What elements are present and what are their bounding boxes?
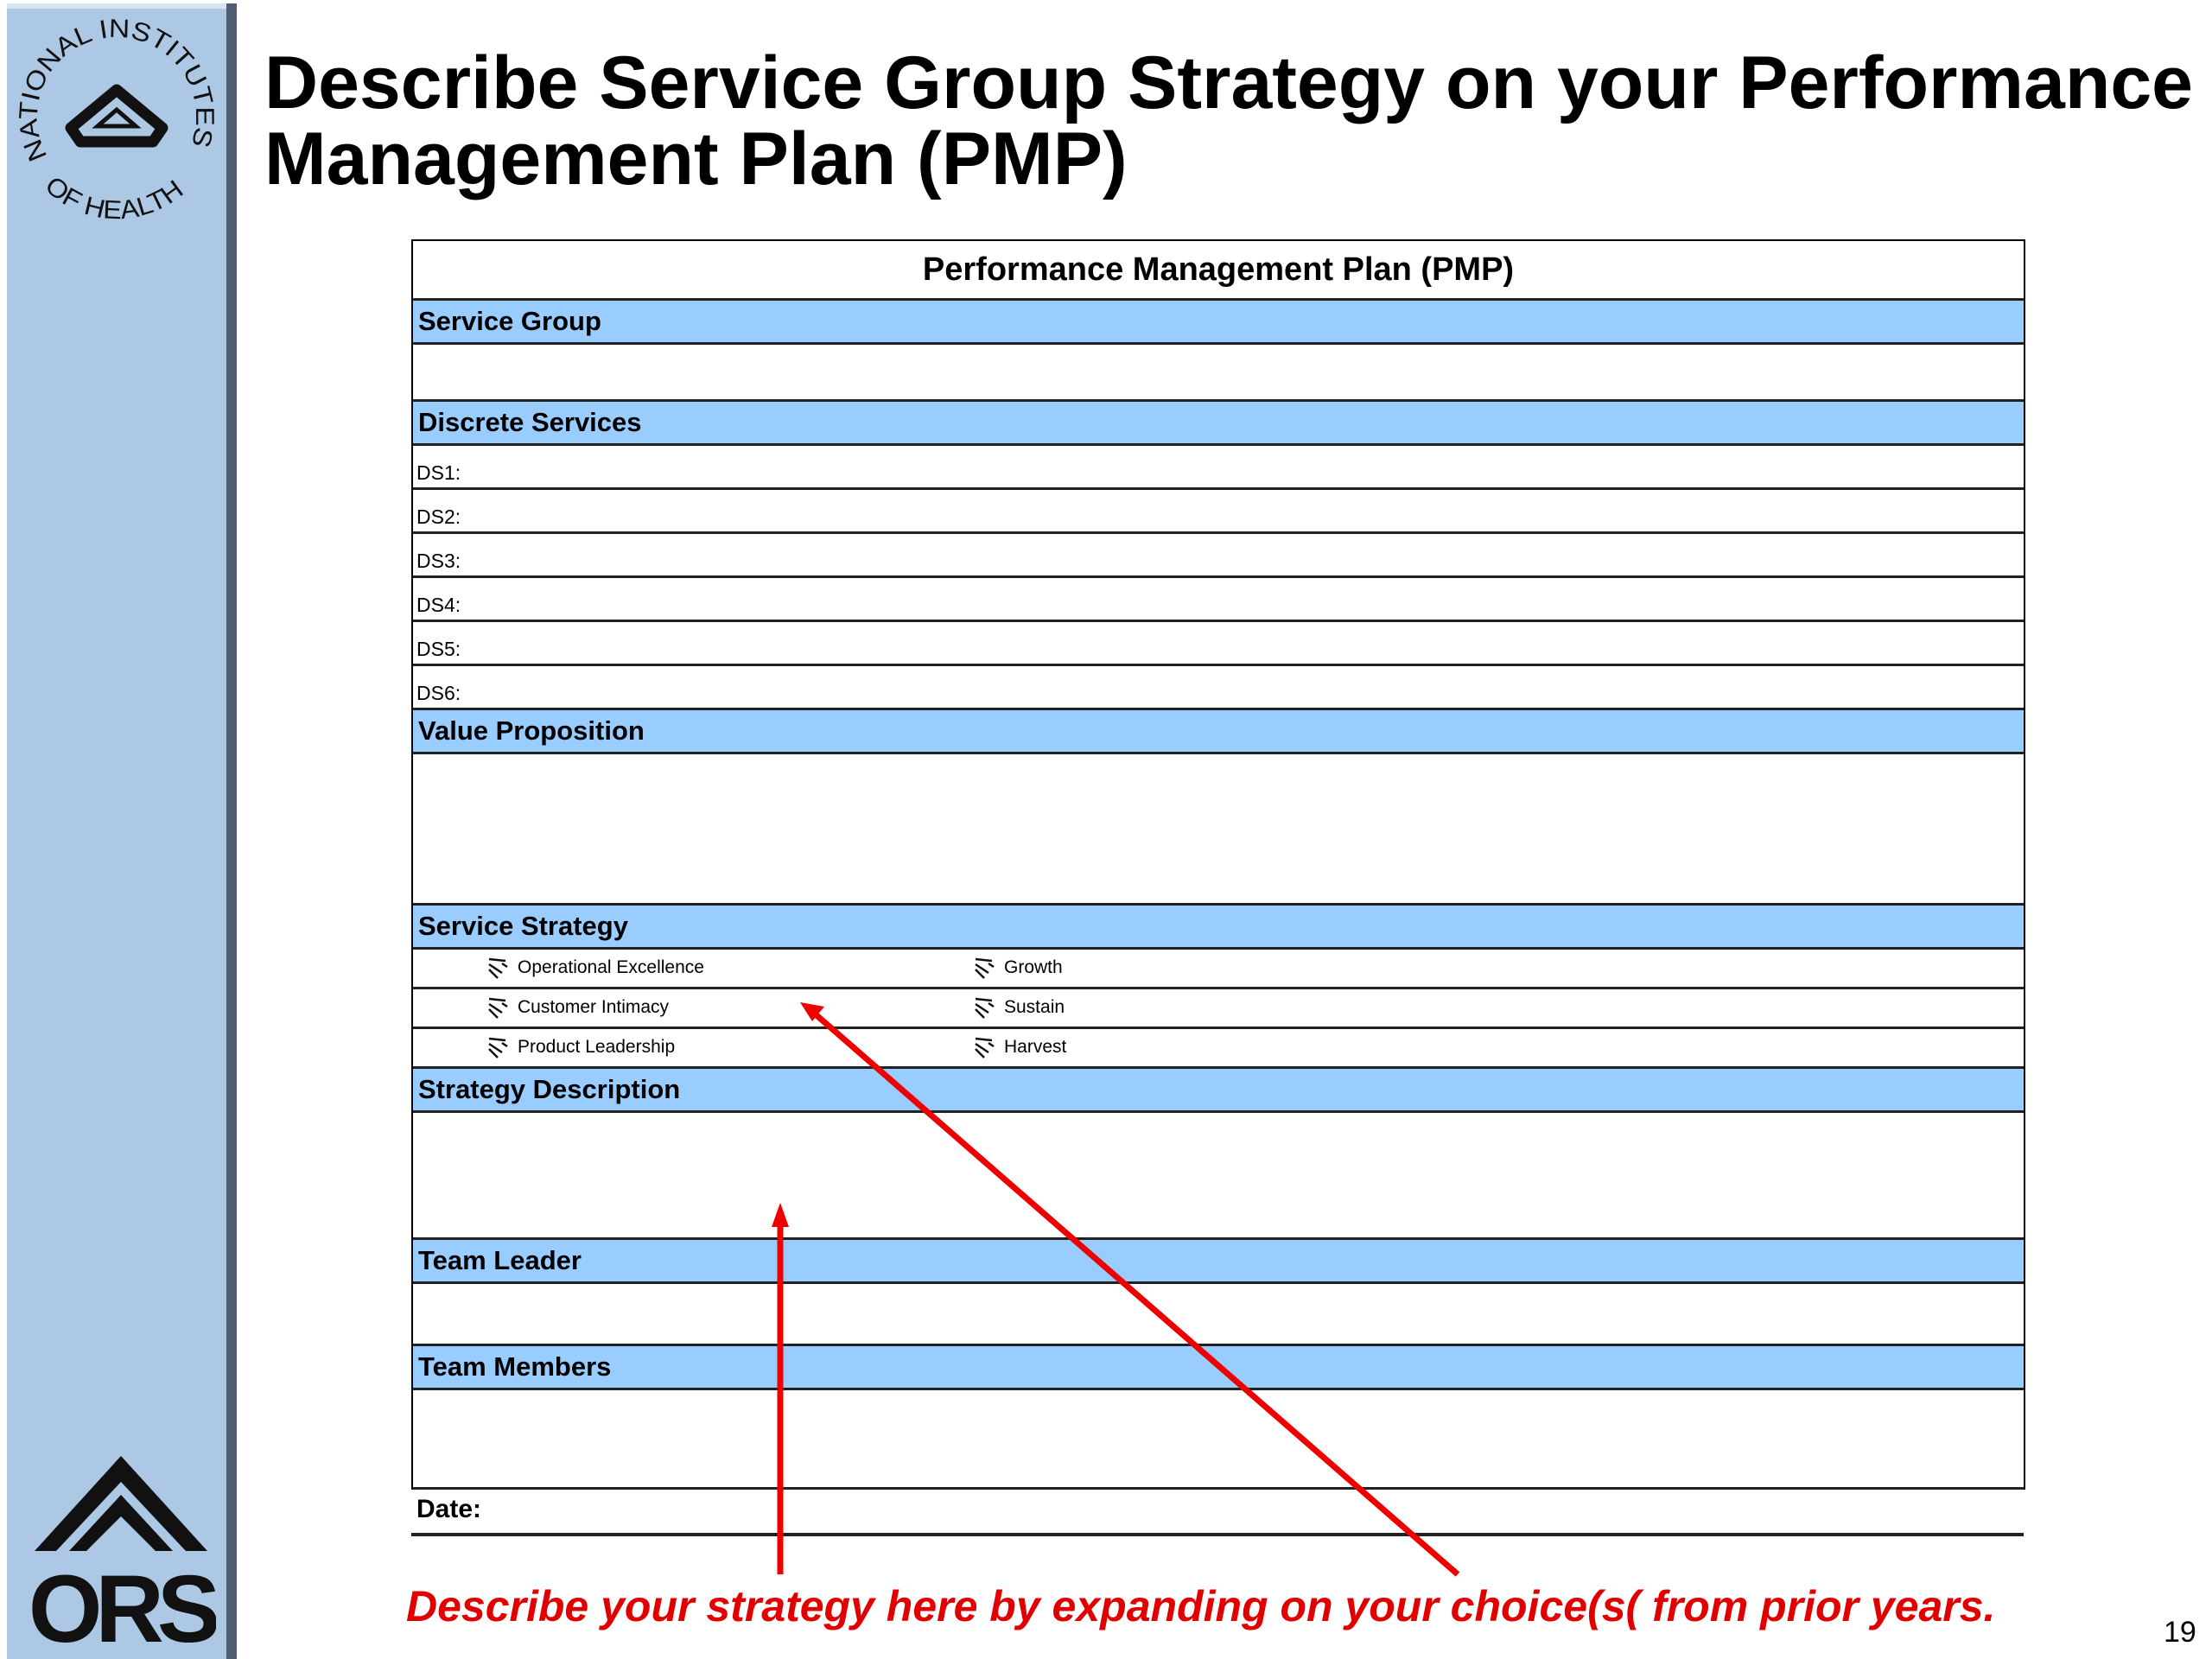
option-label: Sustain xyxy=(1004,997,1065,1017)
pmp-form: Performance Management Plan (PMP) Servic… xyxy=(411,239,2025,1490)
option-customer-intimacy[interactable]: Customer Intimacy xyxy=(486,996,669,1019)
option-label: Growth xyxy=(1004,957,1063,977)
checkbox-icon[interactable] xyxy=(486,957,509,979)
ds-row[interactable]: DS2: xyxy=(413,490,2024,534)
strategy-description-field[interactable] xyxy=(413,1113,2024,1240)
service-group-field[interactable] xyxy=(413,345,2024,402)
sidebar xyxy=(7,3,237,1659)
option-label: Product Leadership xyxy=(518,1037,676,1057)
ds-row[interactable]: DS6: xyxy=(413,666,2024,710)
checkbox-icon[interactable] xyxy=(486,1036,509,1058)
section-team-leader: Team Leader xyxy=(413,1240,2024,1284)
option-product-leadership[interactable]: Product Leadership xyxy=(486,1036,675,1058)
date-label: Date: xyxy=(416,1495,482,1523)
checkbox-icon[interactable] xyxy=(973,1036,995,1058)
ds-row[interactable]: DS3: xyxy=(413,534,2024,578)
section-strategy-description: Strategy Description xyxy=(413,1069,2024,1113)
option-growth[interactable]: Growth xyxy=(973,957,1063,979)
strategy-option-row: Operational Excellence Growth xyxy=(413,950,2024,989)
section-value-proposition: Value Proposition xyxy=(413,710,2024,754)
checkbox-icon[interactable] xyxy=(486,996,509,1019)
option-operational-excellence[interactable]: Operational Excellence xyxy=(486,957,704,979)
page-title: Describe Service Group Strategy on your … xyxy=(264,41,2194,200)
ds-row[interactable]: DS5: xyxy=(413,622,2024,666)
section-discrete-services: Discrete Services xyxy=(413,402,2024,446)
arrow-diagonal xyxy=(814,1013,1460,1577)
checkbox-icon[interactable] xyxy=(973,996,995,1019)
team-members-field[interactable] xyxy=(413,1390,2024,1490)
option-harvest[interactable]: Harvest xyxy=(973,1036,1066,1058)
value-proposition-field[interactable] xyxy=(413,754,2024,906)
team-leader-field[interactable] xyxy=(413,1284,2024,1346)
option-label: Customer Intimacy xyxy=(518,997,670,1017)
ds-row[interactable]: DS1: xyxy=(413,446,2024,490)
option-sustain[interactable]: Sustain xyxy=(973,996,1065,1019)
checkbox-icon[interactable] xyxy=(973,957,995,979)
option-label: Operational Excellence xyxy=(518,957,704,977)
ds-row[interactable]: DS4: xyxy=(413,578,2024,622)
svg-text:ORS: ORS xyxy=(29,1556,216,1646)
date-line[interactable] xyxy=(411,1533,2024,1536)
section-service-group: Service Group xyxy=(413,301,2024,345)
arrow-diagonal-head xyxy=(800,1002,824,1021)
ors-logo: ORS xyxy=(29,1456,216,1646)
option-label: Harvest xyxy=(1004,1037,1067,1057)
page-number: 19 xyxy=(2164,1616,2196,1649)
nih-logo: NATIONAL INSTITUTES OF HEALTH xyxy=(14,15,219,225)
strategy-option-row: Customer Intimacy Sustain xyxy=(413,989,2024,1029)
strategy-option-row: Product Leadership Harvest xyxy=(413,1029,2024,1069)
section-service-strategy: Service Strategy xyxy=(413,906,2024,950)
form-heading: Performance Management Plan (PMP) xyxy=(413,241,2024,301)
arrow-up-head xyxy=(772,1203,789,1227)
annotation-text: Describe your strategy here by expanding… xyxy=(406,1582,1996,1630)
